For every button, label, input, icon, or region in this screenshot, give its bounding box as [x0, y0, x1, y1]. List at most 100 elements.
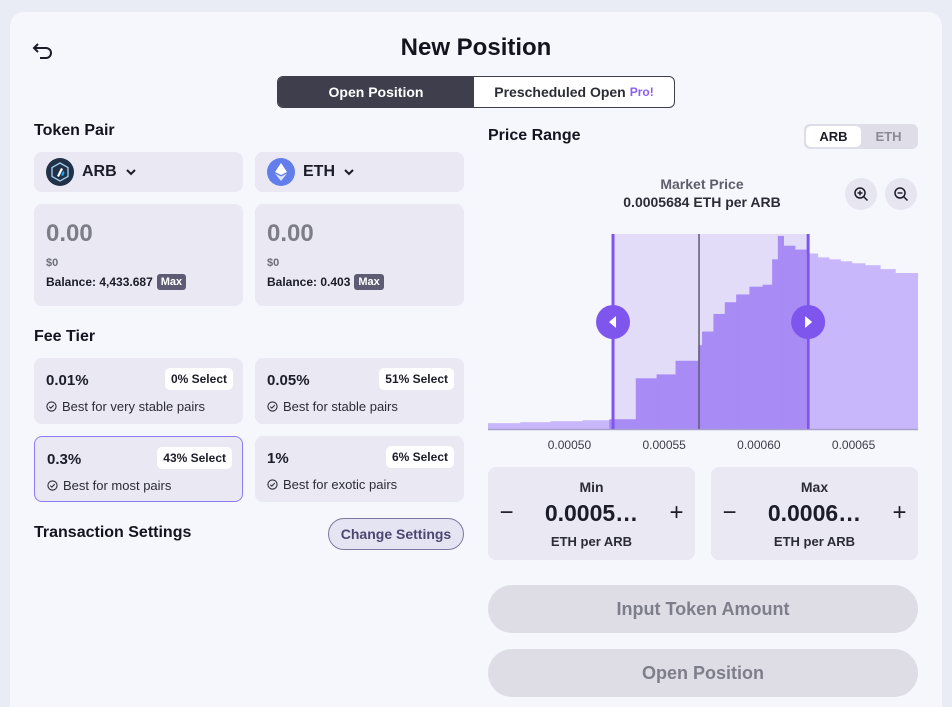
fee-pct: 0.05%: [267, 372, 310, 389]
max-button-arb[interactable]: Max: [156, 274, 187, 290]
liquidity-bar: [772, 259, 779, 429]
mode-toggle: Open Position Prescheduled Open Pro!: [277, 76, 675, 108]
x-tick-label: 0.00065: [832, 438, 876, 452]
fee-option-0.3[interactable]: 0.3% 43% Select Best for most pairs: [34, 436, 243, 502]
liquidity-bar: [702, 331, 714, 429]
token-pair-label: Token Pair: [34, 122, 115, 139]
liquidity-bar: [806, 253, 819, 429]
token-symbol-eth: ETH: [303, 163, 335, 180]
fee-pct: 0.3%: [47, 451, 82, 468]
liquidity-bar: [777, 235, 785, 429]
fee-select-share: 43% Select: [157, 447, 232, 469]
max-decrement-button[interactable]: −: [722, 499, 737, 526]
fee-tier-label: Fee Tier: [34, 328, 96, 345]
token-symbol-arb: ARB: [82, 163, 117, 180]
check-circle-icon: [267, 479, 278, 490]
fee-desc-text: Best for most pairs: [63, 478, 172, 493]
amount-input-eth[interactable]: 0.00: [267, 220, 314, 247]
tab-prescheduled-open[interactable]: Prescheduled Open Pro!: [474, 77, 674, 107]
check-circle-icon: [47, 480, 58, 491]
amount-box-arb[interactable]: 0.00 $0 Balance: 4,433.687 Max: [34, 204, 243, 306]
liquidity-bar: [783, 245, 796, 429]
liquidity-bar: [736, 294, 750, 429]
min-unit: ETH per ARB: [550, 534, 633, 549]
liquidity-bar: [488, 423, 521, 429]
main-card: New Position Open Position Prescheduled …: [10, 12, 942, 707]
open-position-button[interactable]: Open Position: [488, 649, 918, 697]
liquidity-bar: [864, 265, 881, 429]
min-increment-button[interactable]: +: [669, 499, 684, 526]
liquidity-bar: [635, 378, 658, 429]
max-label: Max: [800, 479, 829, 495]
fee-option-1[interactable]: 1% 6% Select Best for exotic pairs: [255, 436, 464, 502]
amount-box-eth[interactable]: 0.00 $0 Balance: 0.403 Max: [255, 204, 464, 306]
max-unit: ETH per ARB: [773, 534, 856, 549]
liquidity-bar: [675, 360, 699, 429]
liquidity-bar: [656, 374, 677, 429]
unit-arb[interactable]: ARB: [806, 126, 861, 147]
market-price-label: Market Price: [660, 176, 744, 192]
x-tick-label: 0.00050: [548, 438, 592, 452]
liquidity-bar: [828, 259, 841, 429]
caret-right-icon: [805, 316, 813, 328]
fee-option-0.05[interactable]: 0.05% 51% Select Best for stable pairs: [255, 358, 464, 424]
chevron-down-icon: [125, 169, 136, 176]
max-price-input[interactable]: 0.0006…: [767, 499, 862, 526]
max-price-box: Max − 0.0006… + ETH per ARB: [711, 467, 918, 560]
liquidity-bar: [851, 263, 866, 429]
max-stepper: − 0.0006… +: [711, 499, 918, 527]
liquidity-bar: [762, 284, 773, 429]
check-circle-icon: [46, 401, 57, 412]
market-price-value: 0.0005684 ETH per ARB: [623, 194, 781, 210]
arbitrum-logo-icon: [46, 158, 74, 186]
min-stepper: − 0.0005… +: [488, 499, 695, 527]
liquidity-bar: [609, 419, 637, 429]
page-title: New Position: [400, 34, 552, 61]
input-token-amount-button[interactable]: Input Token Amount: [488, 585, 918, 633]
tab-open-position[interactable]: Open Position: [278, 77, 474, 107]
amount-usd-arb: $0: [46, 257, 59, 269]
x-tick-label: 0.00060: [737, 438, 781, 452]
chevron-down-icon: [344, 169, 354, 176]
fee-desc: Best for most pairs: [47, 478, 171, 493]
unit-eth[interactable]: ETH: [875, 129, 902, 144]
fee-desc-text: Best for very stable pairs: [62, 399, 206, 414]
zoom-out-icon[interactable]: [885, 178, 917, 210]
min-decrement-button[interactable]: −: [499, 499, 514, 526]
transaction-settings-label: Transaction Settings: [34, 524, 192, 541]
fee-desc-text: Best for exotic pairs: [283, 477, 398, 492]
zoom-in-icon[interactable]: [845, 178, 877, 210]
fee-select-share: 0% Select: [164, 368, 233, 390]
x-tick-label: 0.00055: [642, 438, 686, 452]
fee-select-share: 6% Select: [385, 446, 454, 468]
token-select-eth[interactable]: ETH: [255, 152, 464, 192]
balance-eth: Balance: 0.403 Max: [267, 274, 384, 290]
price-range-label: Price Range: [488, 127, 581, 144]
liquidity-bar: [895, 273, 918, 429]
liquidity-bar: [582, 420, 610, 429]
balance-arb: Balance: 4,433.687 Max: [46, 274, 187, 290]
fee-pct: 1%: [267, 450, 289, 467]
ethereum-logo-icon: [267, 158, 295, 186]
min-price-box: Min − 0.0005… + ETH per ARB: [488, 467, 695, 560]
liquidity-bar: [880, 269, 896, 429]
liquidity-bar: [840, 261, 853, 429]
change-settings-button[interactable]: Change Settings: [328, 518, 464, 550]
max-increment-button[interactable]: +: [892, 499, 907, 526]
min-price-input[interactable]: 0.0005…: [544, 499, 639, 526]
fee-desc: Best for stable pairs: [267, 399, 398, 414]
balance-text-eth: Balance: 0.403: [267, 275, 351, 289]
liquidity-bar: [550, 421, 584, 429]
back-arrow-icon[interactable]: [30, 36, 56, 62]
fee-desc: Best for very stable pairs: [46, 399, 205, 414]
pro-badge: Pro!: [629, 85, 654, 99]
token-select-arb[interactable]: ARB: [34, 152, 243, 192]
min-label: Min: [579, 479, 604, 495]
max-button-eth[interactable]: Max: [354, 274, 384, 290]
check-circle-icon: [267, 401, 278, 412]
liquidity-bar: [794, 249, 807, 429]
fee-select-share: 51% Select: [379, 368, 454, 390]
amount-input-arb[interactable]: 0.00: [46, 220, 93, 247]
fee-option-0.01[interactable]: 0.01% 0% Select Best for very stable pai…: [34, 358, 243, 424]
liquidity-chart[interactable]: 0.00050 0.00055 0.00060 0.00065: [488, 224, 918, 459]
